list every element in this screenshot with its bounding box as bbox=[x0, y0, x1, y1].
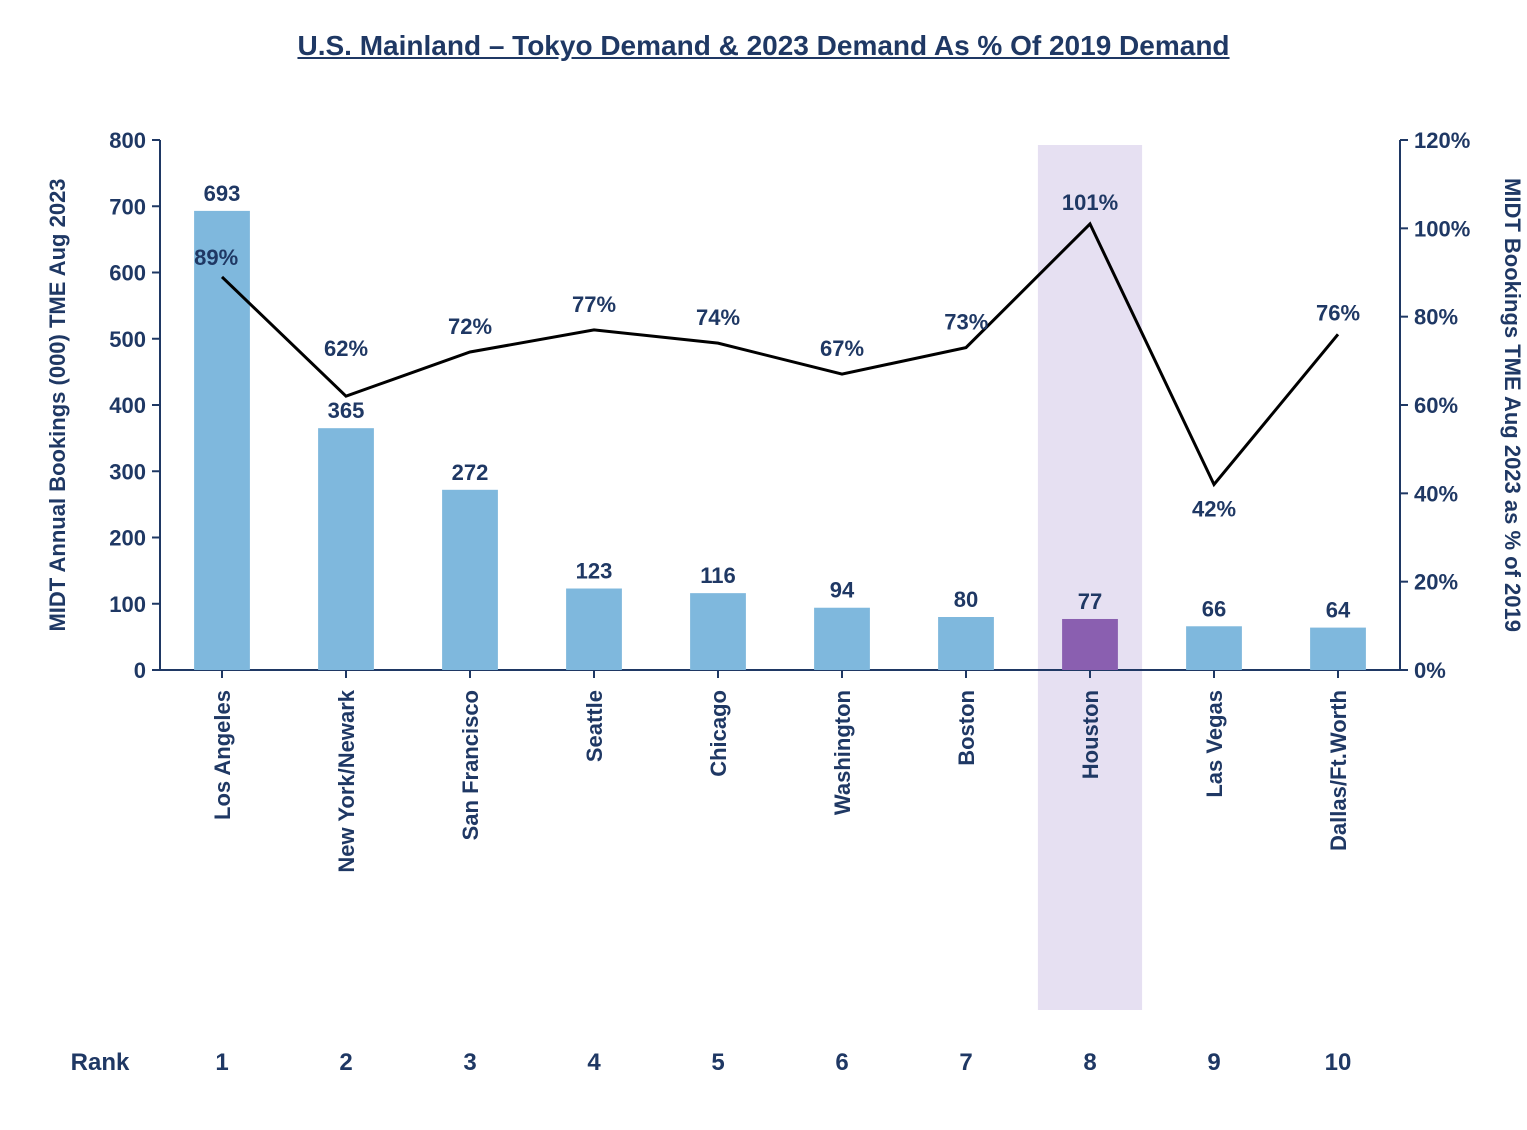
category-label: Las Vegas bbox=[1202, 690, 1227, 798]
pct-label: 101% bbox=[1062, 190, 1118, 215]
right-tick-label: 40% bbox=[1414, 481, 1458, 506]
category-label: Chicago bbox=[706, 690, 731, 777]
pct-label: 76% bbox=[1316, 300, 1360, 325]
bar-value-label: 94 bbox=[830, 578, 855, 603]
category-label: New York/Newark bbox=[334, 689, 359, 872]
pct-line bbox=[222, 224, 1338, 485]
bar-value-label: 80 bbox=[954, 587, 978, 612]
category-label: Los Angeles bbox=[210, 690, 235, 820]
bar-value-label: 365 bbox=[328, 398, 365, 423]
right-tick-label: 100% bbox=[1414, 216, 1470, 241]
bar bbox=[938, 617, 994, 670]
right-tick-label: 120% bbox=[1414, 128, 1470, 153]
bar bbox=[1310, 628, 1366, 670]
bar bbox=[1062, 619, 1118, 670]
bar bbox=[1186, 626, 1242, 670]
pct-label: 72% bbox=[448, 314, 492, 339]
category-label: Boston bbox=[954, 690, 979, 766]
category-label: Houston bbox=[1078, 690, 1103, 779]
rank-value: 7 bbox=[959, 1049, 972, 1076]
category-label: Washington bbox=[830, 690, 855, 815]
bar bbox=[194, 211, 250, 670]
left-tick-label: 300 bbox=[109, 459, 146, 484]
left-axis-label: MIDT Annual Bookings (000) TME Aug 2023 bbox=[45, 178, 70, 631]
bar bbox=[566, 589, 622, 670]
bar-value-label: 123 bbox=[576, 559, 613, 584]
pct-label: 62% bbox=[324, 336, 368, 361]
left-tick-label: 100 bbox=[109, 592, 146, 617]
rank-value: 5 bbox=[711, 1049, 724, 1076]
bar-value-label: 64 bbox=[1326, 598, 1351, 623]
chart-container: 0 100 200 300 400 500 600 700 800 0% 20% 40% 60% 80% 1… bbox=[0, 110, 1527, 1110]
bar bbox=[442, 490, 498, 670]
category-label: Dallas/Ft.Worth bbox=[1326, 690, 1351, 851]
left-tick-label: 600 bbox=[109, 261, 146, 286]
left-tick-label: 200 bbox=[109, 526, 146, 551]
rank-value: 10 bbox=[1325, 1049, 1352, 1076]
pct-label: 42% bbox=[1192, 497, 1236, 522]
right-tick-label: 80% bbox=[1414, 305, 1458, 330]
right-tick-label: 60% bbox=[1414, 393, 1458, 418]
left-tick-label: 700 bbox=[109, 194, 146, 219]
bar-value-label: 77 bbox=[1078, 589, 1102, 614]
combo-chart: 0 100 200 300 400 500 600 700 800 0% 20% 40% 60% 80% 1… bbox=[0, 110, 1527, 1110]
bar bbox=[318, 428, 374, 670]
bar-value-label: 272 bbox=[452, 460, 489, 485]
rank-value: 6 bbox=[835, 1049, 848, 1076]
pct-label: 73% bbox=[944, 310, 988, 335]
rank-value: 8 bbox=[1083, 1049, 1096, 1076]
rank-value: 3 bbox=[463, 1049, 476, 1076]
pct-label: 77% bbox=[572, 292, 616, 317]
pct-label: 67% bbox=[820, 336, 864, 361]
bar-value-label: 66 bbox=[1202, 596, 1226, 621]
bar bbox=[814, 608, 870, 670]
right-axis-label: MIDT Bookings TME Aug 2023 as % of 2019 bbox=[1500, 178, 1525, 632]
rank-value: 4 bbox=[587, 1049, 601, 1076]
pct-label: 89% bbox=[194, 245, 238, 270]
right-tick-label: 0% bbox=[1414, 658, 1446, 683]
category-label: Seattle bbox=[582, 690, 607, 762]
left-tick-label: 800 bbox=[109, 128, 146, 153]
left-tick-label: 500 bbox=[109, 327, 146, 352]
right-tick-label: 20% bbox=[1414, 570, 1458, 595]
left-tick-label: 400 bbox=[109, 393, 146, 418]
category-label: San Francisco bbox=[458, 690, 483, 840]
rank-row-label: Rank bbox=[71, 1049, 130, 1076]
rank-value: 9 bbox=[1207, 1049, 1220, 1076]
rank-value: 2 bbox=[339, 1049, 352, 1076]
pct-label: 74% bbox=[696, 305, 740, 330]
highlight-band bbox=[1038, 145, 1142, 1010]
rank-value: 1 bbox=[215, 1049, 228, 1076]
chart-title: U.S. Mainland – Tokyo Demand & 2023 Dema… bbox=[0, 30, 1527, 62]
page: U.S. Mainland – Tokyo Demand & 2023 Dema… bbox=[0, 0, 1527, 1130]
bar bbox=[690, 593, 746, 670]
bar-value-label: 693 bbox=[204, 181, 241, 206]
left-tick-label: 0 bbox=[134, 658, 146, 683]
bar-value-label: 116 bbox=[700, 563, 736, 588]
